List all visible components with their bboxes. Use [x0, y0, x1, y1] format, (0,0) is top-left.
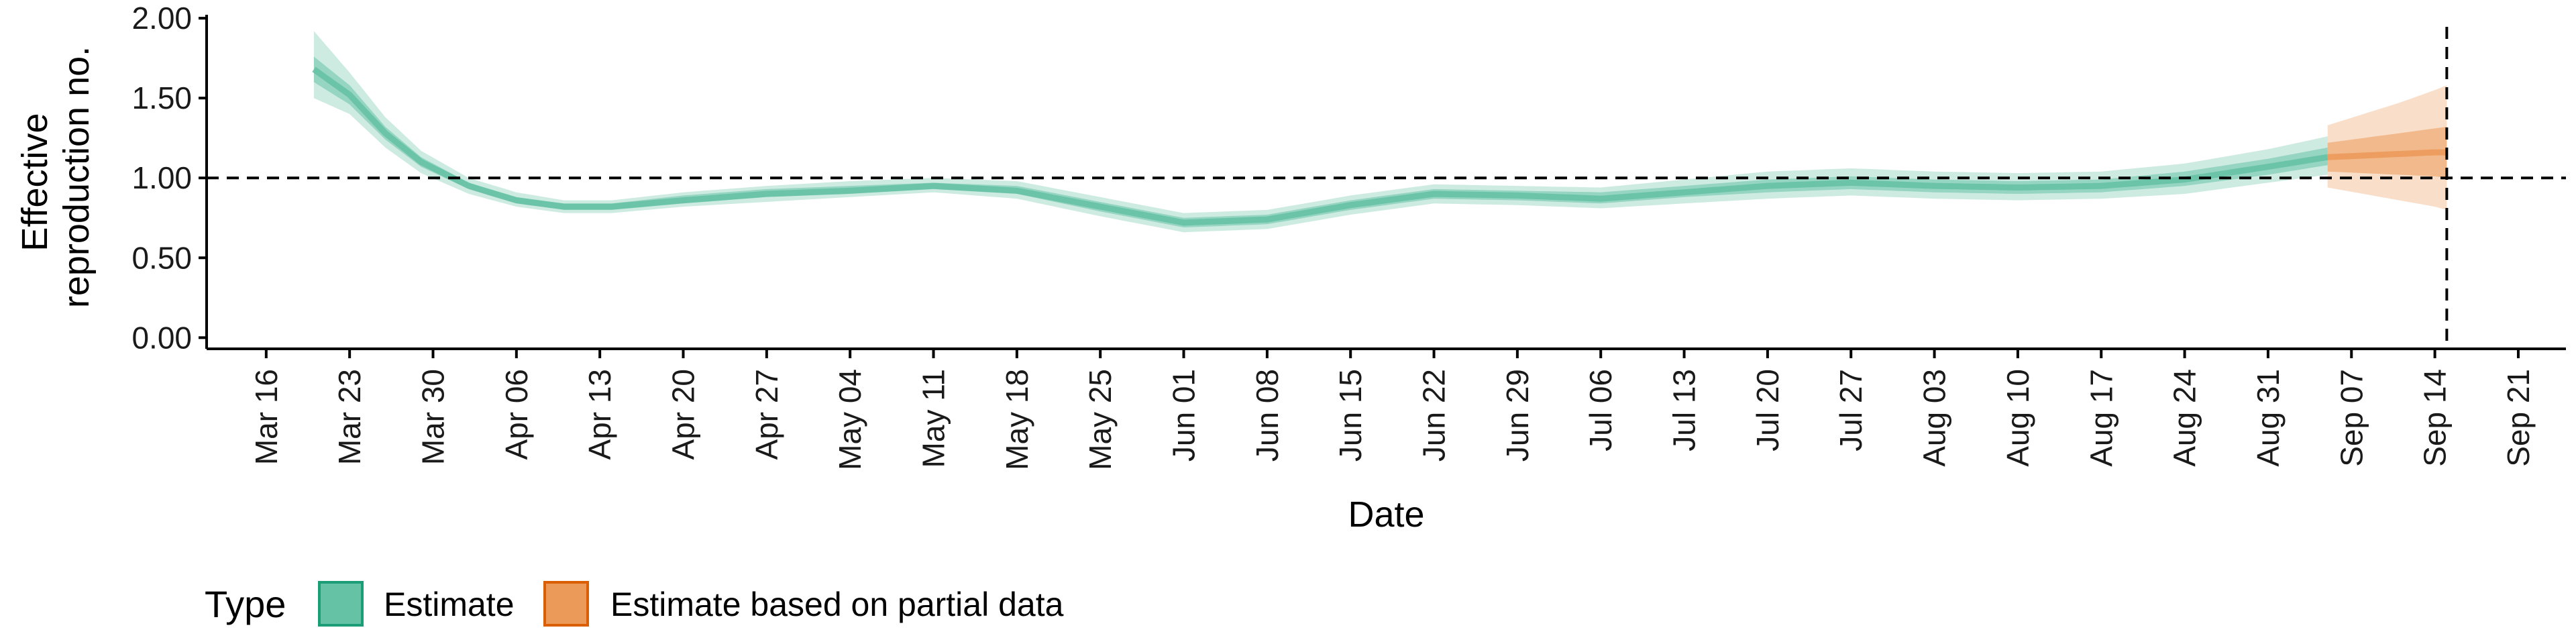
x-tick-label: Jun 15	[1333, 369, 1368, 462]
y-axis-title-line-2: reproduction no.	[56, 46, 97, 308]
x-tick-label: Jun 22	[1417, 369, 1452, 462]
legend-key-estimate	[318, 581, 364, 627]
x-tick-label: Jun 01	[1167, 369, 1201, 462]
x-tick-label: May 04	[833, 369, 867, 470]
x-tick-label: Aug 17	[2084, 369, 2118, 467]
x-tick-label: Aug 10	[2000, 369, 2035, 467]
x-tick-label: Sep 14	[2418, 369, 2453, 467]
x-tick-label: May 25	[1083, 369, 1118, 470]
y-tick-label: 0.50	[131, 240, 192, 275]
x-tick-label: Mar 23	[332, 369, 367, 465]
x-tick-label: Jul 13	[1667, 369, 1702, 451]
x-tick-label: Jul 27	[1833, 369, 1868, 451]
estimate-based-on-partial-data-median-line	[2327, 149, 2447, 160]
y-axis-ticks: 0.00 0.50 1.00 1.50 2.00	[131, 1, 207, 355]
legend-key-partial-data	[543, 581, 589, 627]
legend: Type Estimate Estimate based on partial …	[205, 581, 1064, 627]
x-tick-label: Apr 06	[499, 369, 534, 460]
x-axis-ticks: Mar 16 Mar 23 Mar 30 Apr 06 Apr 13 Apr 20 Apr …	[249, 349, 2536, 470]
legend-title: Type	[205, 583, 286, 625]
estimate-median-line	[312, 66, 2328, 226]
x-tick-label: Aug 31	[2251, 369, 2286, 467]
y-axis-title-line-1: Effective	[15, 113, 55, 251]
x-tick-label: Mar 16	[249, 369, 284, 465]
legend-label-estimate: Estimate	[384, 586, 515, 623]
y-axis-title: Effective reproduction no.	[15, 46, 97, 308]
x-tick-label: Apr 13	[582, 369, 617, 460]
y-tick-label: 1.50	[131, 80, 192, 115]
x-tick-label: Jul 06	[1583, 369, 1618, 451]
x-tick-label: Mar 30	[415, 369, 450, 465]
y-tick-label: 2.00	[131, 1, 192, 36]
legend-label-partial-data: Estimate based on partial data	[610, 586, 1064, 623]
x-tick-label: Sep 07	[2334, 369, 2369, 467]
x-tick-label: Jun 08	[1250, 369, 1285, 462]
x-tick-label: May 18	[1000, 369, 1034, 470]
x-tick-label: Sep 21	[2501, 369, 2536, 467]
x-tick-label: Jun 29	[1500, 369, 1535, 462]
x-tick-label: Apr 27	[749, 369, 784, 460]
x-tick-label: Aug 24	[2167, 369, 2202, 467]
x-tick-label: May 11	[916, 369, 951, 468]
x-tick-label: Aug 03	[1917, 369, 1952, 467]
y-tick-label: 0.00	[131, 320, 192, 355]
credible-bands	[312, 31, 2447, 233]
y-tick-label: 1.00	[131, 160, 192, 195]
x-axis-title: Date	[1348, 494, 1424, 535]
x-tick-label: Apr 20	[666, 369, 701, 460]
x-tick-label: Jul 20	[1750, 369, 1785, 451]
estimate-90-band	[313, 31, 2328, 233]
